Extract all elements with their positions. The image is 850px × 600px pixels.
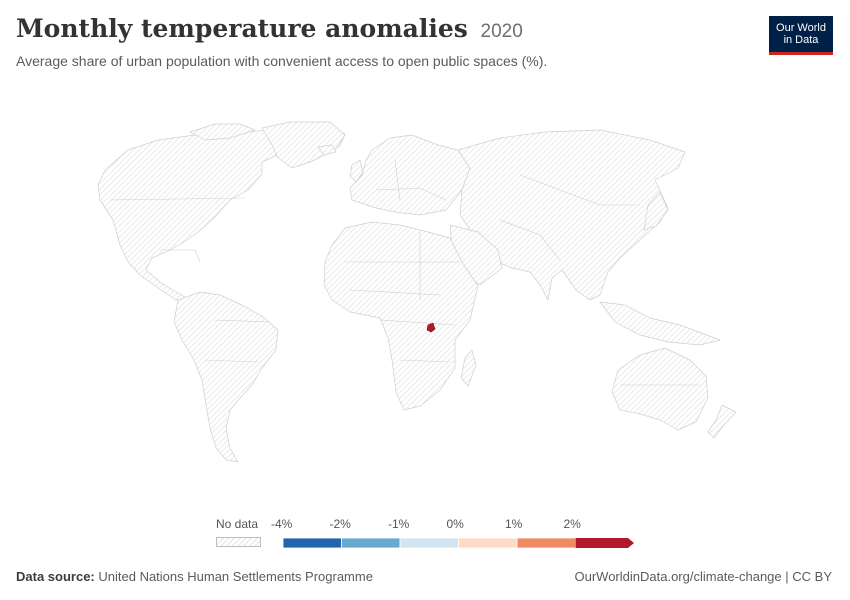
footer-credit: OurWorldinData.org/climate-change | CC B… bbox=[575, 569, 833, 584]
africa-land bbox=[323, 221, 479, 411]
legend-bin-2 bbox=[399, 537, 459, 549]
title-year: 2020 bbox=[480, 21, 523, 42]
new-zealand-land bbox=[707, 404, 737, 439]
australia-land bbox=[611, 347, 709, 431]
chart-subtitle: Average share of urban population with c… bbox=[16, 53, 548, 69]
southeast-asia-islands-land bbox=[599, 301, 721, 346]
japan-land bbox=[643, 191, 669, 231]
legend-tick-label: 0% bbox=[446, 517, 464, 531]
no-data-swatch bbox=[216, 537, 261, 547]
europe-land bbox=[349, 134, 471, 216]
south-america-land bbox=[173, 291, 279, 463]
logo-line-1: Our World bbox=[776, 22, 826, 34]
logo-line-2: in Data bbox=[783, 34, 819, 46]
footer-separator: | bbox=[785, 569, 793, 584]
arctic-islands-land bbox=[189, 123, 256, 141]
legend-bin-0 bbox=[282, 537, 342, 549]
legend-tick-label: -1% bbox=[388, 517, 410, 531]
madagascar-land bbox=[460, 349, 477, 387]
highlighted-country-rwanda bbox=[426, 322, 436, 333]
data-source: Data source: United Nations Human Settle… bbox=[16, 569, 373, 584]
chart-title: Monthly temperature anomalies 2020 bbox=[16, 14, 523, 43]
legend-tick-label: 2% bbox=[563, 517, 581, 531]
title-text: Monthly temperature anomalies bbox=[16, 14, 468, 43]
legend-bin-3 bbox=[458, 537, 518, 549]
legend-bin-1 bbox=[341, 537, 401, 549]
world-map[interactable] bbox=[0, 95, 850, 475]
data-source-value: United Nations Human Settlements Program… bbox=[98, 569, 373, 584]
legend-bin-4 bbox=[516, 537, 576, 549]
owid-logo[interactable]: Our World in Data bbox=[769, 16, 833, 55]
legend-tick-label: -2% bbox=[329, 517, 351, 531]
legend-tick-label: -4% bbox=[271, 517, 293, 531]
no-data-label: No data bbox=[216, 517, 259, 531]
source-link[interactable]: OurWorldinData.org/climate-change bbox=[574, 569, 782, 584]
legend-tick-label: 1% bbox=[505, 517, 523, 531]
country-borders bbox=[109, 159, 700, 386]
data-source-label: Data source: bbox=[16, 569, 95, 584]
legend-bin-5 bbox=[575, 538, 634, 548]
iceland-land bbox=[317, 144, 337, 156]
greenland-land bbox=[261, 121, 346, 169]
uk-land bbox=[349, 159, 364, 183]
license-label: CC BY bbox=[792, 569, 832, 584]
